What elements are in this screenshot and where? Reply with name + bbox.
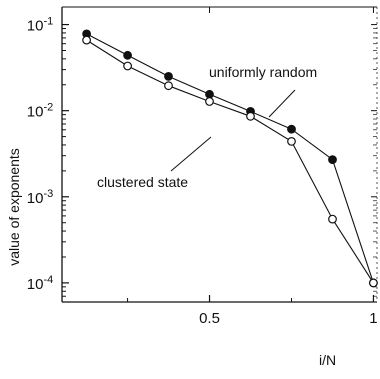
- data-point-filled: [287, 124, 296, 134]
- series-line-0: [86, 33, 374, 284]
- y-tick-label: 10-3: [27, 188, 53, 207]
- data-point-open: [328, 214, 337, 224]
- data-point-filled: [123, 50, 132, 60]
- x-tick-label: 1: [369, 310, 377, 327]
- y-axis-label: value of exponents: [6, 148, 22, 266]
- annotation-leader-uniformly-random: [268, 89, 296, 118]
- data-point-open: [287, 136, 296, 146]
- y-tick-label: 10-1: [27, 16, 53, 35]
- y-tick-label-exponent: -2: [43, 102, 53, 114]
- data-point-filled: [164, 71, 173, 81]
- series-layer: [82, 29, 378, 288]
- data-point-filled: [205, 89, 214, 99]
- data-point-open: [246, 111, 255, 121]
- y-tick-label-exponent: -4: [43, 274, 53, 286]
- data-point-open: [205, 97, 214, 106]
- data-point-open: [369, 278, 378, 288]
- y-tick-label-base: 10: [27, 190, 44, 207]
- data-point-open: [164, 81, 173, 91]
- y-tick-label-exponent: -1: [43, 16, 53, 28]
- y-tick-label: 10-2: [27, 102, 53, 121]
- y-tick-label-base: 10: [27, 18, 44, 35]
- annotation-clustered-state: clustered state: [97, 174, 188, 190]
- y-tick-label-base: 10: [27, 104, 44, 121]
- y-tick-label: 10-4: [27, 274, 53, 293]
- x-tick-label: 0.5: [199, 310, 220, 327]
- data-point-open: [82, 35, 91, 45]
- y-tick-label-base: 10: [27, 276, 44, 293]
- plot-frame: [61, 6, 378, 303]
- data-point-filled: [328, 155, 337, 165]
- data-point-open: [123, 61, 132, 71]
- annotation-leader-clustered-state: [170, 136, 212, 172]
- ticks-layer: 10-110-210-310-40.5 1: [27, 7, 378, 327]
- annotation-uniformly-random: uniformly random: [209, 64, 317, 80]
- y-tick-label-exponent: -3: [43, 188, 53, 200]
- series-line-1: [86, 39, 374, 284]
- x-axis-label: i/N: [319, 352, 336, 368]
